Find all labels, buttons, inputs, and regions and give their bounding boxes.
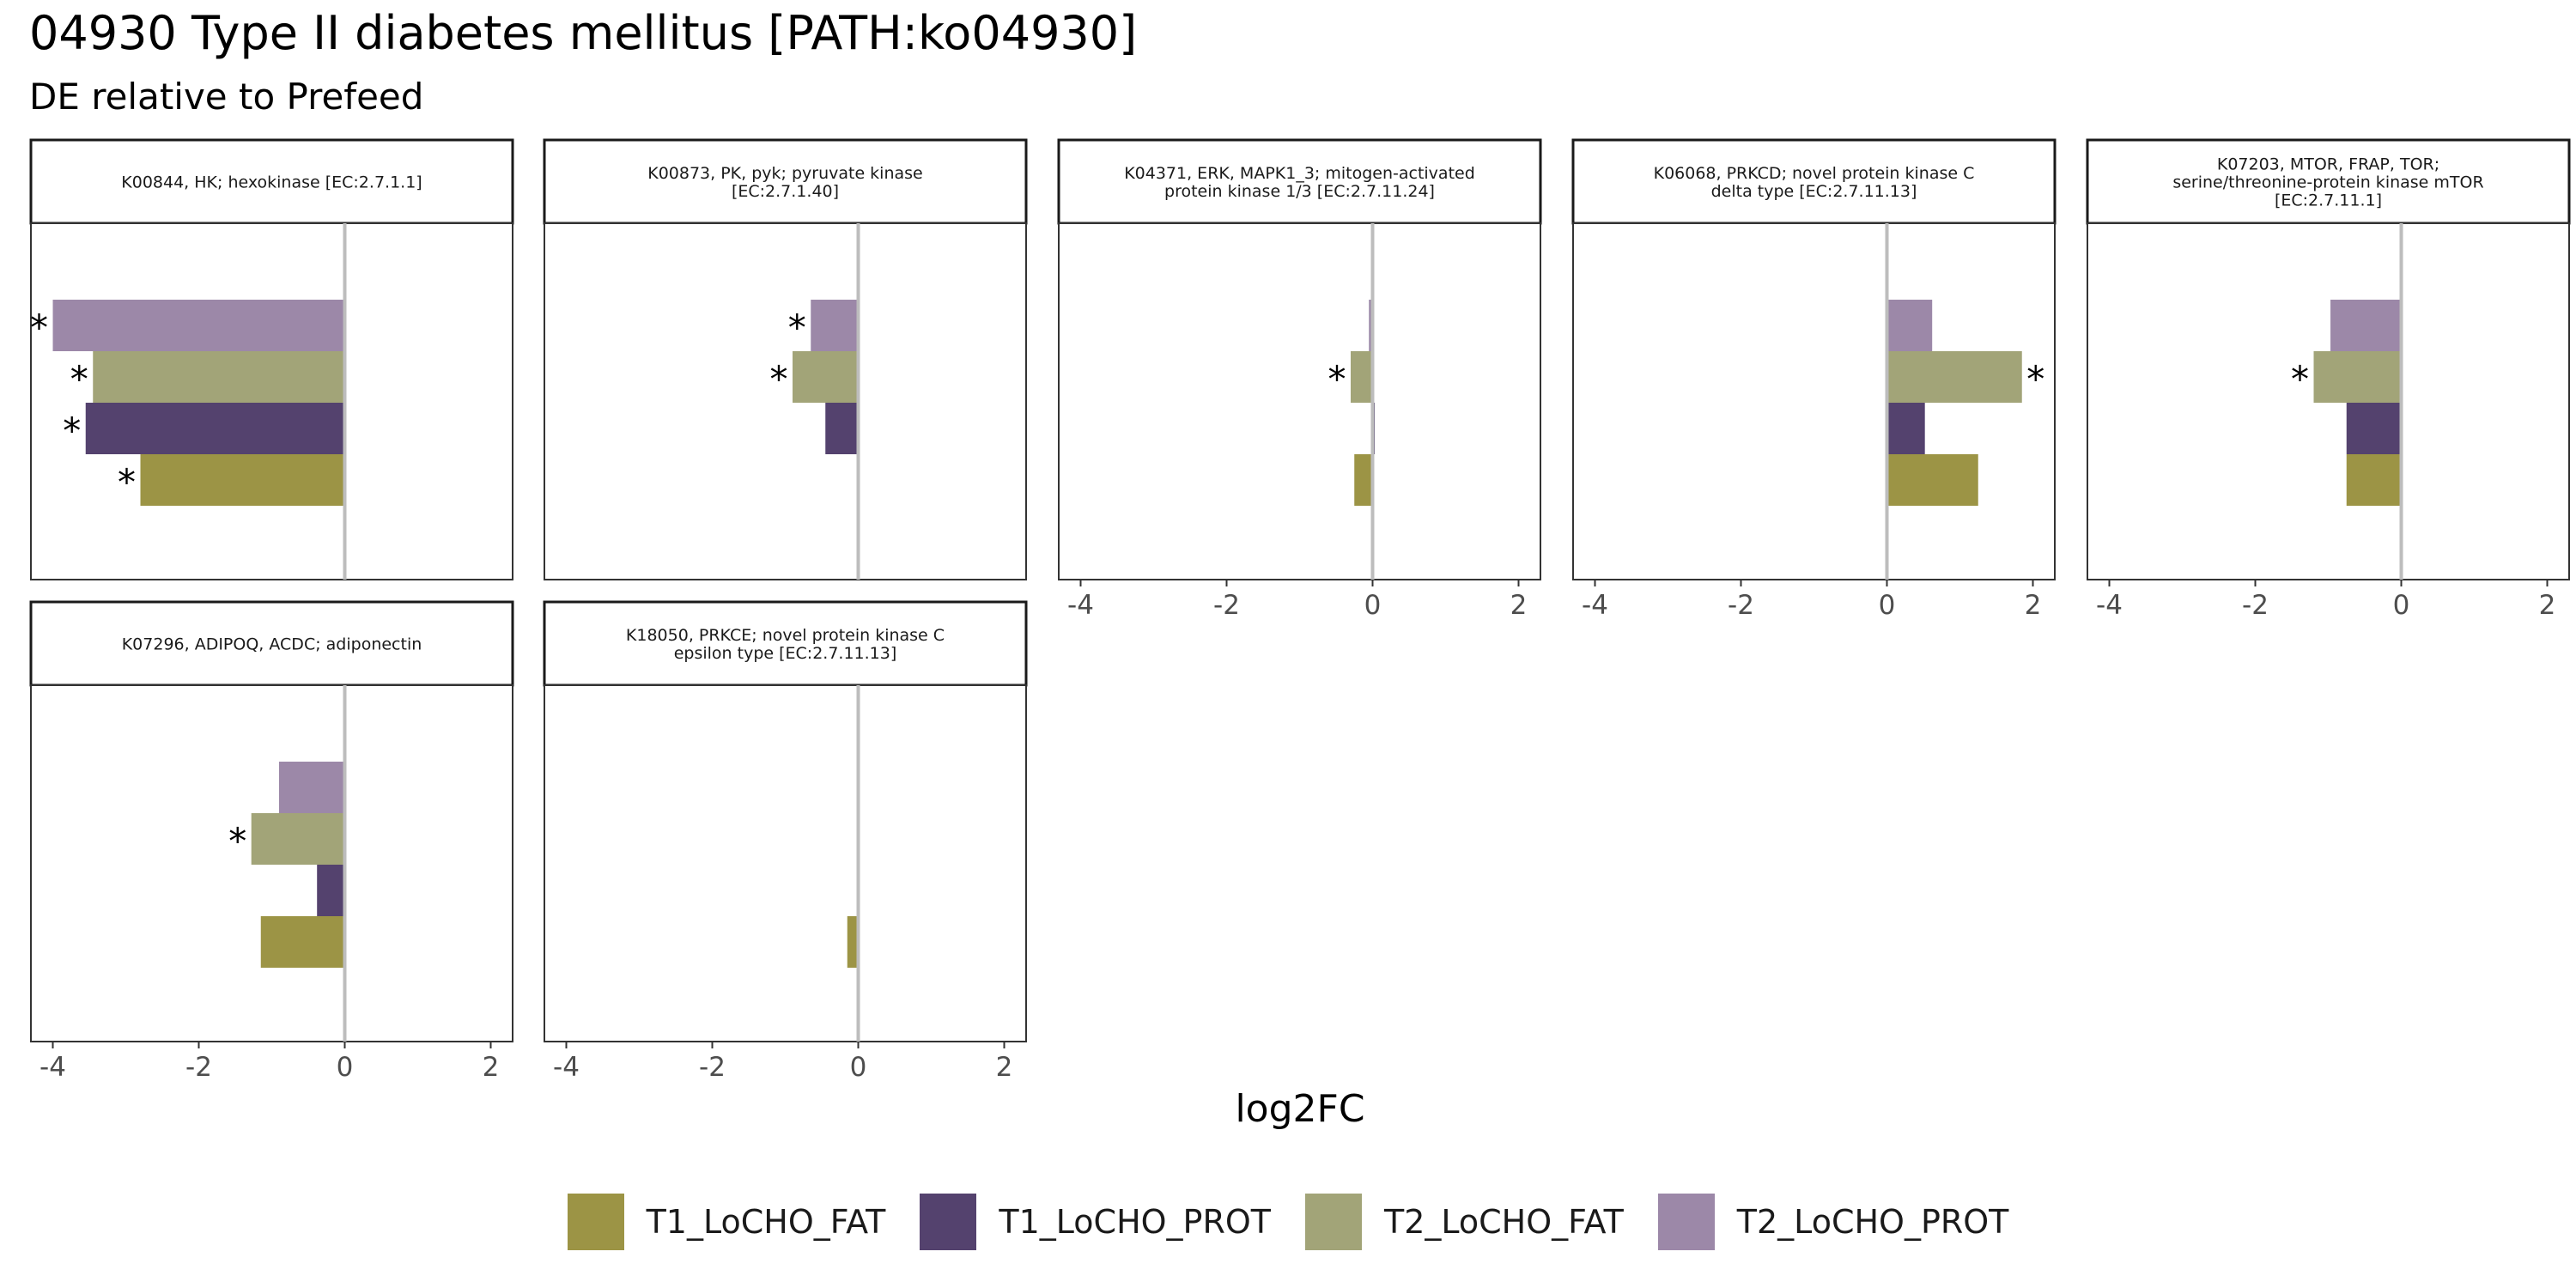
bar bbox=[1351, 351, 1373, 403]
facet-strip-title: protein kinase 1/3 [EC:2.7.11.24] bbox=[1164, 182, 1435, 201]
x-tick-label: 0 bbox=[1364, 590, 1382, 621]
facet-strip bbox=[2086, 138, 2571, 225]
bar bbox=[93, 351, 345, 403]
significance-marker: * bbox=[30, 307, 48, 349]
facet-panel: K00844, HK; hexokinase [EC:2.7.1.1] * * * * bbox=[29, 138, 514, 580]
legend-label: T1_LoCHO_FAT bbox=[646, 1203, 886, 1241]
bar bbox=[1369, 300, 1373, 351]
x-tick-label: 2 bbox=[483, 1052, 500, 1083]
facet-panel: K00873, PK, pyk; pyruvate kinase[EC:2.7.… bbox=[543, 138, 1028, 580]
bar bbox=[825, 403, 859, 454]
facet-strip-title: K00873, PK, pyk; pyruvate kinase bbox=[647, 164, 923, 183]
x-tick-label: -4 bbox=[39, 1052, 66, 1083]
facet-strip-title: serine/threonine-protein kinase mTOR bbox=[2172, 173, 2483, 192]
legend-item: T2_LoCHO_PROT bbox=[1657, 1194, 2009, 1250]
facet-strip-title: K07203, MTOR, FRAP, TOR; bbox=[2217, 155, 2439, 174]
facet-panel: K04371, ERK, MAPK1_3; mitogen-activatedp… bbox=[1057, 138, 1542, 621]
facet-panels: K00844, HK; hexokinase [EC:2.7.1.1]****K… bbox=[29, 138, 2571, 1083]
legend-label: T2_LoCHO_FAT bbox=[1384, 1203, 1624, 1241]
x-tick-label: 0 bbox=[2393, 590, 2410, 621]
bar bbox=[260, 916, 345, 968]
legend-item: T2_LoCHO_FAT bbox=[1305, 1194, 1624, 1250]
facet-panel: K18050, PRKCE; novel protein kinase Ceps… bbox=[543, 600, 1028, 1083]
facet-panel: K06068, PRKCD; novel protein kinase Cdel… bbox=[1571, 138, 2057, 621]
bar bbox=[251, 813, 345, 865]
x-tick-label: -2 bbox=[2242, 590, 2269, 621]
legend-label: T1_LoCHO_PROT bbox=[999, 1203, 1271, 1241]
panel-border bbox=[1058, 222, 1541, 580]
x-tick-label: 2 bbox=[1510, 590, 1528, 621]
chart-title: 04930 Type II diabetes mellitus [PATH:ko… bbox=[29, 6, 1137, 60]
bar bbox=[279, 762, 345, 813]
facet-strip-title: K06068, PRKCD; novel protein kinase C bbox=[1654, 164, 1975, 183]
facet-strip bbox=[1571, 138, 2057, 225]
facet-strip-title: [EC:2.7.1.40] bbox=[732, 182, 839, 201]
legend-swatch bbox=[1657, 1194, 1715, 1250]
facet-strip-title: delta type [EC:2.7.11.13] bbox=[1711, 182, 1917, 201]
x-tick-label: 0 bbox=[337, 1052, 354, 1083]
x-tick-label: -2 bbox=[1728, 590, 1754, 621]
bar bbox=[1886, 300, 1933, 351]
bar bbox=[811, 300, 859, 351]
significance-marker: * bbox=[228, 820, 246, 862]
facet-panel: K07296, ADIPOQ, ACDC; adiponectin * -4 -2 0 2 bbox=[29, 600, 514, 1083]
chart-legend: T1_LoCHO_FAT T1_LoCHO_PROT T2_LoCHO_FAT T2_… bbox=[0, 1192, 2576, 1252]
x-tick-label: 2 bbox=[996, 1052, 1013, 1083]
bar bbox=[140, 454, 345, 506]
bar bbox=[2330, 300, 2402, 351]
x-tick-label: 2 bbox=[2539, 590, 2556, 621]
legend-item: T1_LoCHO_FAT bbox=[567, 1194, 886, 1250]
chart-subtitle: DE relative to Prefeed bbox=[29, 76, 423, 118]
facet-strip-title: epsilon type [EC:2.7.11.13] bbox=[674, 644, 897, 663]
x-tick-label: -4 bbox=[1067, 590, 1094, 621]
facet-strip-title: K00844, HK; hexokinase [EC:2.7.1.1] bbox=[121, 173, 422, 192]
significance-marker: * bbox=[1328, 358, 1346, 400]
x-tick-label: -4 bbox=[1582, 590, 1608, 621]
legend-swatch bbox=[1305, 1194, 1362, 1250]
x-tick-label: 2 bbox=[2025, 590, 2042, 621]
bar bbox=[2346, 454, 2402, 506]
panel-border bbox=[544, 684, 1027, 1042]
bar bbox=[85, 403, 345, 454]
x-tick-label: -2 bbox=[1213, 590, 1240, 621]
significance-marker: * bbox=[770, 358, 788, 400]
bar bbox=[2346, 403, 2402, 454]
legend-item: T1_LoCHO_PROT bbox=[920, 1194, 1271, 1250]
bar bbox=[317, 865, 345, 916]
bar bbox=[1886, 351, 2022, 403]
facet-strip-title: K04371, ERK, MAPK1_3; mitogen-activated bbox=[1124, 164, 1475, 183]
x-tick-label: -4 bbox=[553, 1052, 580, 1083]
bar bbox=[847, 916, 859, 968]
bar bbox=[1886, 403, 1925, 454]
facet-strip bbox=[29, 600, 514, 687]
facet-strip-title: K07296, ADIPOQ, ACDC; adiponectin bbox=[122, 635, 422, 654]
significance-marker: * bbox=[2026, 358, 2044, 400]
bar bbox=[2313, 351, 2402, 403]
panel-border bbox=[544, 222, 1027, 580]
legend-swatch bbox=[920, 1194, 977, 1250]
x-tick-label: -4 bbox=[2096, 590, 2123, 621]
facet-strip-title: K18050, PRKCE; novel protein kinase C bbox=[626, 626, 945, 645]
bar bbox=[1354, 454, 1373, 506]
significance-marker: * bbox=[70, 358, 88, 400]
facet-strip-title: [EC:2.7.11.1] bbox=[2275, 191, 2382, 210]
legend-label: T2_LoCHO_PROT bbox=[1736, 1203, 2009, 1241]
facet-strip bbox=[1057, 138, 1542, 225]
x-tick-label: -2 bbox=[699, 1052, 726, 1083]
x-tick-label: 0 bbox=[850, 1052, 867, 1083]
x-tick-label: -2 bbox=[185, 1052, 212, 1083]
significance-marker: * bbox=[63, 410, 81, 452]
x-tick-label: 0 bbox=[1879, 590, 1896, 621]
significance-marker: * bbox=[118, 461, 136, 503]
facet-panel: K07203, MTOR, FRAP, TOR;serine/threonine… bbox=[2086, 138, 2571, 621]
significance-marker: * bbox=[788, 307, 806, 349]
bar bbox=[793, 351, 859, 403]
bar bbox=[52, 300, 345, 351]
x-axis-label: log2FC bbox=[1235, 1087, 1364, 1131]
legend-swatch bbox=[567, 1194, 624, 1250]
significance-marker: * bbox=[2291, 358, 2309, 400]
bar bbox=[1886, 454, 1978, 506]
facet-strip bbox=[29, 138, 514, 225]
